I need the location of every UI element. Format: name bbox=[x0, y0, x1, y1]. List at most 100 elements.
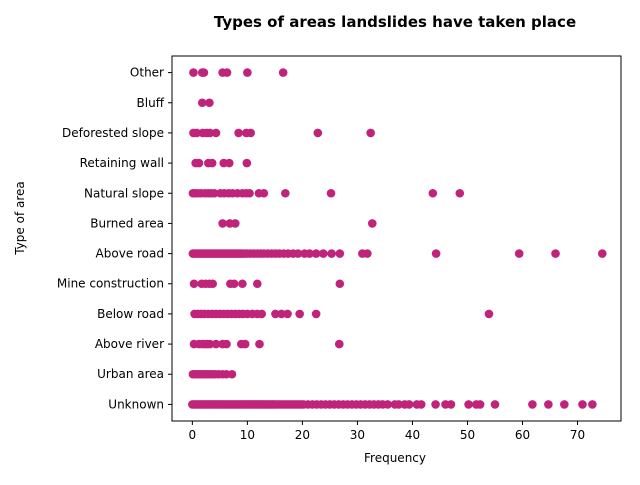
data-point bbox=[335, 249, 345, 258]
data-point bbox=[238, 279, 247, 289]
data-point bbox=[416, 400, 426, 409]
x-tick-label: 50 bbox=[460, 428, 475, 442]
data-point bbox=[222, 339, 231, 349]
y-tick-label: Retaining wall bbox=[80, 156, 164, 170]
data-point bbox=[218, 219, 227, 228]
data-point bbox=[335, 279, 345, 289]
data-point bbox=[431, 249, 441, 258]
data-point bbox=[490, 400, 500, 409]
data-point bbox=[327, 249, 336, 258]
y-tick-label: Natural slope bbox=[84, 186, 164, 200]
data-point bbox=[326, 188, 336, 198]
data-point bbox=[283, 309, 292, 319]
data-point bbox=[210, 188, 219, 198]
data-point bbox=[222, 68, 232, 77]
data-point bbox=[197, 98, 207, 108]
data-point bbox=[230, 219, 240, 228]
data-point bbox=[295, 309, 304, 319]
x-axis-label: Frequency bbox=[364, 451, 426, 465]
data-point bbox=[551, 249, 560, 258]
data-point bbox=[224, 158, 234, 168]
data-point bbox=[514, 249, 524, 258]
y-tick-label: Bluff bbox=[137, 96, 165, 110]
data-point bbox=[242, 158, 252, 168]
y-tick-label: Below road bbox=[97, 307, 164, 321]
y-axis-label: Type of area bbox=[13, 181, 27, 256]
y-tick-label: Unknown bbox=[108, 397, 164, 411]
y-tick-label: Other bbox=[130, 66, 164, 80]
data-point bbox=[252, 279, 262, 289]
data-point bbox=[211, 128, 221, 138]
data-point bbox=[271, 309, 280, 319]
data-point bbox=[199, 68, 209, 77]
data-point bbox=[464, 400, 473, 409]
data-point bbox=[229, 279, 239, 289]
data-point bbox=[192, 128, 202, 138]
plot-area: 0 10 20 30 40 50 60 70 Unknown Urban area Above ri… bbox=[57, 55, 622, 442]
data-point bbox=[311, 309, 321, 319]
data-point bbox=[194, 158, 204, 168]
data-point bbox=[277, 309, 286, 319]
data-point bbox=[243, 68, 252, 77]
data-point bbox=[446, 400, 456, 409]
data-point bbox=[255, 339, 264, 349]
axes-frame bbox=[171, 55, 622, 422]
data-point bbox=[383, 400, 393, 409]
y-tick-label: Deforested slope bbox=[62, 126, 164, 140]
data-point bbox=[293, 249, 303, 258]
data-point bbox=[281, 188, 290, 198]
data-point bbox=[394, 400, 404, 409]
data-point bbox=[234, 128, 243, 138]
x-tick-label: 10 bbox=[240, 428, 255, 442]
data-point bbox=[259, 188, 269, 198]
data-point bbox=[245, 188, 254, 198]
data-point bbox=[484, 309, 494, 319]
data-point bbox=[544, 400, 553, 409]
data-point bbox=[205, 128, 215, 138]
x-tick-label: 20 bbox=[295, 428, 310, 442]
data-point bbox=[475, 400, 485, 409]
data-point bbox=[588, 400, 597, 409]
data-point bbox=[313, 128, 323, 138]
data-point bbox=[305, 249, 314, 258]
data-point bbox=[227, 369, 237, 379]
data-point bbox=[578, 400, 587, 409]
data-point bbox=[211, 339, 221, 349]
x-tick-label: 30 bbox=[350, 428, 365, 442]
data-point bbox=[367, 219, 377, 228]
data-point bbox=[431, 400, 440, 409]
data-point bbox=[189, 279, 199, 289]
y-tick-label: Urban area bbox=[97, 367, 164, 381]
data-point bbox=[363, 249, 372, 258]
data-point bbox=[207, 158, 217, 168]
data-point bbox=[208, 279, 218, 289]
data-point bbox=[455, 188, 465, 198]
data-point bbox=[366, 128, 375, 138]
data-point bbox=[404, 400, 414, 409]
x-tick-label: 40 bbox=[405, 428, 420, 442]
data-point bbox=[205, 98, 214, 108]
data-point bbox=[319, 249, 328, 258]
data-point bbox=[597, 249, 607, 258]
data-point bbox=[428, 188, 438, 198]
x-tick-label: 0 bbox=[189, 428, 197, 442]
data-point bbox=[278, 68, 288, 77]
data-point bbox=[560, 400, 569, 409]
data-point bbox=[189, 68, 198, 77]
x-tick-label: 70 bbox=[570, 428, 585, 442]
y-tick-label: Burned area bbox=[90, 216, 164, 230]
data-point bbox=[257, 309, 266, 319]
y-tick-label: Above river bbox=[95, 337, 164, 351]
data-point bbox=[334, 339, 344, 349]
data-point bbox=[311, 249, 321, 258]
data-point bbox=[246, 128, 255, 138]
data-point bbox=[528, 400, 537, 409]
y-tick-label: Mine construction bbox=[57, 277, 164, 291]
data-point bbox=[240, 339, 250, 349]
data-point bbox=[205, 339, 215, 349]
y-tick-label: Above road bbox=[96, 247, 164, 261]
x-tick-label: 60 bbox=[515, 428, 530, 442]
chart-title: Types of areas landslides have taken pla… bbox=[214, 13, 576, 31]
